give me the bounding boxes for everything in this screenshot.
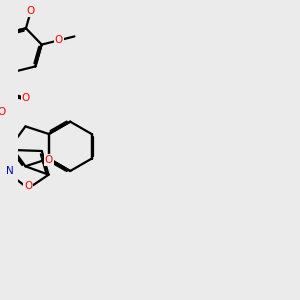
Text: O: O bbox=[27, 6, 35, 16]
Text: O: O bbox=[55, 35, 63, 45]
Text: O: O bbox=[0, 107, 6, 117]
Text: O: O bbox=[24, 181, 32, 191]
Text: O: O bbox=[22, 93, 30, 103]
Text: O: O bbox=[45, 155, 53, 165]
Text: N: N bbox=[6, 166, 14, 176]
